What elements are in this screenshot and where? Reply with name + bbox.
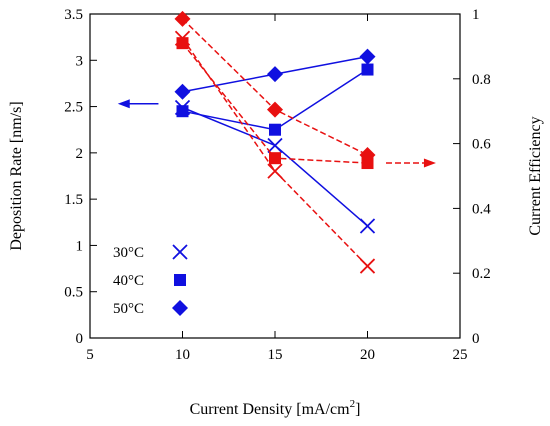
legend-marker (172, 244, 188, 260)
y-left-tick-label: 1 (76, 238, 84, 254)
data-point (359, 218, 376, 234)
axis-arrow-left (117, 99, 159, 109)
legend-marker (172, 300, 188, 316)
series-layer (174, 10, 376, 274)
legend: 30°C 40°C 50°C (113, 244, 188, 317)
annotation-layer (117, 99, 436, 168)
legend-label: 40°C (113, 273, 144, 289)
series-left-diamond (174, 48, 376, 100)
series-right-square (176, 37, 374, 170)
data-point (269, 152, 281, 165)
y-left-tick-label: 3.5 (64, 7, 83, 23)
y-axis-right-label: Current Efficiency (527, 116, 544, 235)
y-right-tick-label: 0.4 (472, 201, 491, 217)
x-tick-label: 5 (86, 347, 94, 363)
data-point (176, 37, 189, 50)
y-right-tick-label: 0 (472, 331, 480, 347)
series-right-diamond (174, 10, 376, 163)
data-point (359, 146, 376, 163)
data-point (176, 105, 189, 118)
x-axis-label-superscript: 2 (350, 398, 356, 410)
legend-label: 50°C (113, 301, 144, 317)
y-left-tick-label: 2.5 (64, 100, 83, 116)
data-point (174, 83, 191, 100)
y-left-tick-label: 3 (76, 53, 84, 69)
axis-arrow-right (386, 158, 436, 168)
data-point (267, 66, 283, 83)
y-left-tick-label: 0 (76, 331, 84, 347)
plot-frame (89, 13, 461, 339)
x-axis-label: Current Density [mA/cm2] (190, 398, 361, 418)
y-right-tick-label: 0.2 (472, 266, 491, 282)
y-axis-left-label: Deposition Rate [nm/s] (8, 101, 25, 250)
legend-label: 30°C (113, 245, 144, 261)
series-left-square (176, 63, 374, 136)
x-tick-label: 20 (360, 347, 375, 363)
x-tick-label: 10 (175, 347, 190, 363)
y-right-tick-label: 0.8 (472, 72, 491, 88)
y-left-tick-label: 1.5 (64, 192, 83, 208)
data-point (174, 10, 191, 27)
axis-ticks (89, 13, 461, 339)
data-point (359, 258, 376, 274)
data-point (267, 101, 283, 118)
series-left-x (174, 99, 376, 234)
y-left-tick-label: 2 (76, 146, 84, 162)
data-point (361, 63, 374, 76)
data-point (359, 48, 376, 65)
data-point (361, 157, 374, 170)
y-right-tick-label: 0.6 (472, 137, 491, 153)
x-tick-label: 15 (268, 347, 283, 363)
legend-marker (174, 274, 186, 286)
data-point (269, 123, 281, 136)
y-right-tick-label: 1 (472, 7, 480, 23)
y-left-tick-label: 0.5 (64, 285, 83, 301)
x-tick-label: 25 (453, 347, 468, 363)
data-point (267, 163, 283, 179)
data-point (267, 137, 283, 154)
